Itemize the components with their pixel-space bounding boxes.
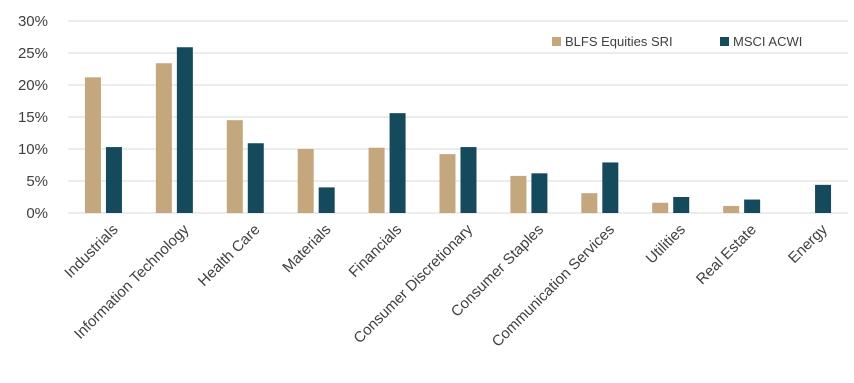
bar-msci-acwi — [176, 47, 193, 213]
bar-msci-acwi — [105, 147, 122, 213]
bar-msci-acwi — [460, 147, 477, 213]
bar-msci-acwi — [247, 143, 264, 213]
legend-label: BLFS Equities SRI — [565, 34, 673, 49]
x-category-label: Energy — [785, 221, 831, 267]
legend: BLFS Equities SRI MSCI ACWI — [552, 34, 802, 49]
legend-label: MSCI ACWI — [733, 34, 802, 49]
bar-blfs-equities-sri — [723, 205, 740, 213]
bar-msci-acwi — [815, 184, 832, 213]
x-category-label: Industrials — [61, 221, 121, 281]
x-category-label: Information Technology — [71, 221, 193, 343]
bar-blfs-equities-sri — [297, 149, 314, 213]
bars — [84, 47, 832, 213]
y-tick-label: 15% — [18, 109, 48, 126]
bar-blfs-equities-sri — [652, 202, 669, 213]
x-category-label: Utilities — [643, 221, 689, 267]
x-category-label: Consumer Discretionary — [350, 221, 476, 347]
x-category-label: Materials — [279, 221, 334, 276]
gridlines — [68, 20, 848, 214]
bar-msci-acwi — [673, 197, 690, 213]
bar-blfs-equities-sri — [84, 77, 101, 213]
x-category-label: Real Estate — [693, 221, 760, 288]
y-tick-label: 30% — [18, 13, 48, 30]
bar-blfs-equities-sri — [439, 154, 456, 213]
bar-msci-acwi — [744, 199, 761, 213]
y-tick-label: 25% — [18, 45, 48, 62]
y-axis-tick-labels: 0% 5% 10% 15% 20% 25% 30% — [18, 13, 48, 222]
bar-blfs-equities-sri — [581, 193, 598, 213]
bar-msci-acwi — [531, 173, 548, 213]
legend-swatch — [552, 37, 561, 46]
x-category-label: Communication Services — [489, 221, 618, 350]
bar-blfs-equities-sri — [226, 120, 243, 213]
bar-blfs-equities-sri — [155, 63, 172, 213]
y-tick-label: 10% — [18, 141, 48, 158]
y-tick-label: 5% — [26, 173, 48, 190]
bar-msci-acwi — [389, 113, 406, 213]
bar-blfs-equities-sri — [368, 147, 385, 213]
legend-swatch — [720, 37, 729, 46]
bar-msci-acwi — [602, 162, 619, 213]
bar-msci-acwi — [318, 187, 335, 213]
bar-blfs-equities-sri — [510, 175, 527, 213]
x-category-label: Health Care — [195, 221, 264, 290]
y-tick-label: 0% — [26, 205, 48, 222]
y-tick-label: 20% — [18, 77, 48, 94]
x-category-label: Financials — [346, 221, 406, 281]
